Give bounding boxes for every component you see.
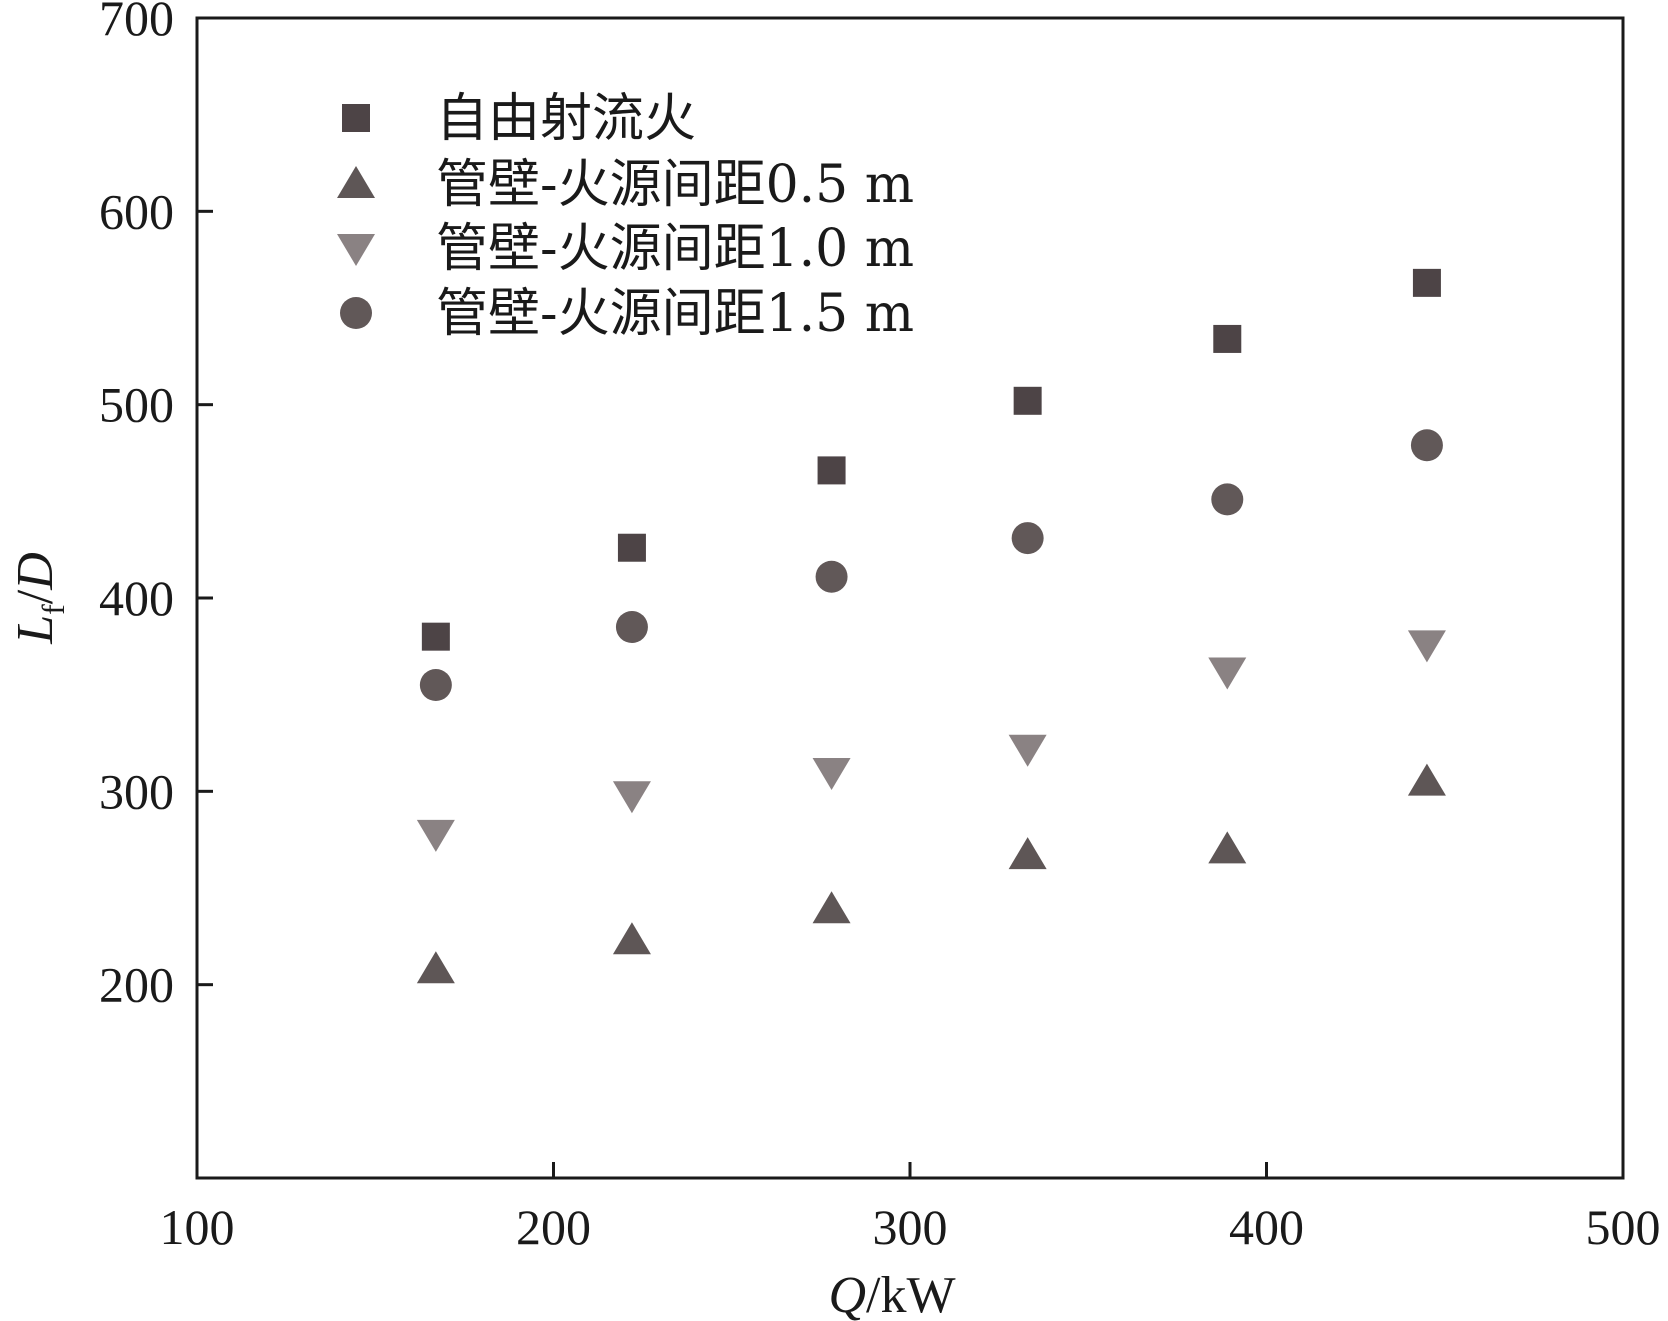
legend-marker-4 bbox=[340, 297, 372, 329]
point-series3-4 bbox=[1008, 734, 1047, 767]
y-axis-symbol2: D bbox=[7, 552, 64, 591]
x-tick-label-300: 300 bbox=[873, 1199, 948, 1255]
point-series4-3 bbox=[815, 560, 848, 593]
y-tick-label-700: 700 bbox=[99, 0, 174, 46]
point-series3-5 bbox=[1208, 657, 1247, 690]
point-series1-3 bbox=[817, 456, 846, 485]
x-tick-label-400: 400 bbox=[1229, 1199, 1304, 1255]
y-axis-label: Lf/D bbox=[7, 552, 71, 645]
point-series2-6 bbox=[1407, 763, 1446, 796]
x-axis-unit: /kW bbox=[866, 1267, 956, 1321]
y-tick-labels: 200 300 400 500 600 700 bbox=[99, 0, 174, 1013]
point-series2-3 bbox=[812, 891, 851, 924]
point-series4-6 bbox=[1410, 429, 1443, 462]
x-axis-symbol: Q bbox=[828, 1267, 866, 1321]
x-tick-label-200: 200 bbox=[516, 1199, 591, 1255]
x-axis-label: Q/kW bbox=[828, 1267, 955, 1321]
legend-label-1: 自由射流火 bbox=[436, 89, 696, 149]
point-series3-2 bbox=[612, 781, 651, 814]
point-series4-5 bbox=[1211, 483, 1244, 516]
point-series1-2 bbox=[617, 533, 646, 562]
point-series2-5 bbox=[1208, 831, 1247, 864]
y-tick-label-600: 600 bbox=[99, 183, 174, 239]
point-series1-1 bbox=[421, 622, 450, 651]
legend-marker-2 bbox=[337, 166, 375, 198]
legend-marker-1 bbox=[342, 104, 370, 132]
point-series2-1 bbox=[416, 951, 455, 984]
legend-label-3: 管壁-火源间距1.0 m bbox=[436, 219, 914, 279]
point-series3-6 bbox=[1407, 630, 1446, 663]
legend-marker-3 bbox=[337, 234, 375, 266]
point-series2-4 bbox=[1008, 837, 1047, 870]
point-series4-1 bbox=[419, 669, 452, 701]
point-series1-4 bbox=[1013, 386, 1042, 415]
y-axis-subscript: f bbox=[35, 604, 71, 615]
y-axis-slash: / bbox=[7, 589, 64, 604]
point-series1-6 bbox=[1412, 268, 1441, 297]
point-series1-5 bbox=[1213, 324, 1242, 353]
y-tick-label-200: 200 bbox=[99, 957, 174, 1013]
point-series2-2 bbox=[612, 922, 651, 955]
point-series4-2 bbox=[615, 611, 648, 643]
data-points bbox=[416, 268, 1446, 984]
point-series3-1 bbox=[416, 819, 455, 852]
x-tick-label-500: 500 bbox=[1586, 1199, 1661, 1255]
x-tick-labels: 100 200 300 400 500 bbox=[160, 1199, 1661, 1255]
axis-ticks bbox=[197, 209, 1268, 1178]
y-tick-label-500: 500 bbox=[99, 377, 174, 433]
y-tick-label-400: 400 bbox=[99, 570, 174, 626]
y-axis-symbol: L bbox=[7, 615, 64, 645]
legend-label-4: 管壁-火源间距1.5 m bbox=[436, 284, 914, 344]
point-series3-3 bbox=[812, 758, 851, 790]
point-series4-4 bbox=[1011, 522, 1044, 555]
y-tick-label-300: 300 bbox=[99, 763, 174, 819]
legend-label-2: 管壁-火源间距0.5 m bbox=[436, 155, 914, 215]
x-tick-label-100: 100 bbox=[160, 1199, 235, 1255]
